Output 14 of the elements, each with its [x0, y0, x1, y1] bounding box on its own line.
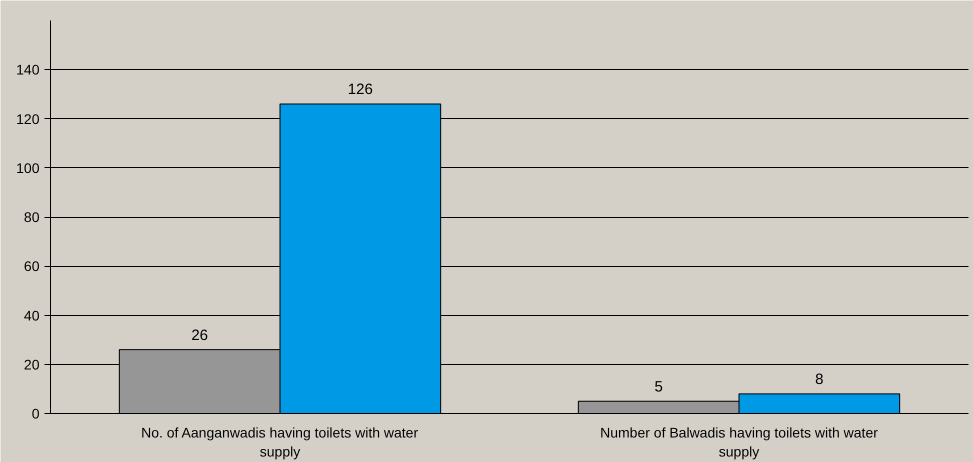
y-tick-label: 20: [24, 356, 40, 372]
y-tick-label: 100: [16, 160, 40, 176]
y-tick-label: 140: [16, 62, 40, 78]
y-tick-label: 0: [32, 406, 40, 422]
y-tick-label: 40: [24, 307, 40, 324]
data-label: 26: [191, 326, 208, 344]
x-tick-label: Number of Balwadis having toilets with water supply: [600, 424, 878, 460]
data-label: 8: [815, 371, 824, 388]
data-label: 5: [654, 378, 663, 396]
y-tick-label: 80: [24, 209, 40, 225]
y-tick-label: 60: [24, 258, 40, 274]
x-tick-label: No. of Aanganwadis having toilets with water supply: [141, 424, 418, 460]
data-label: 126: [348, 81, 373, 98]
y-tick-label: 120: [16, 110, 40, 127]
